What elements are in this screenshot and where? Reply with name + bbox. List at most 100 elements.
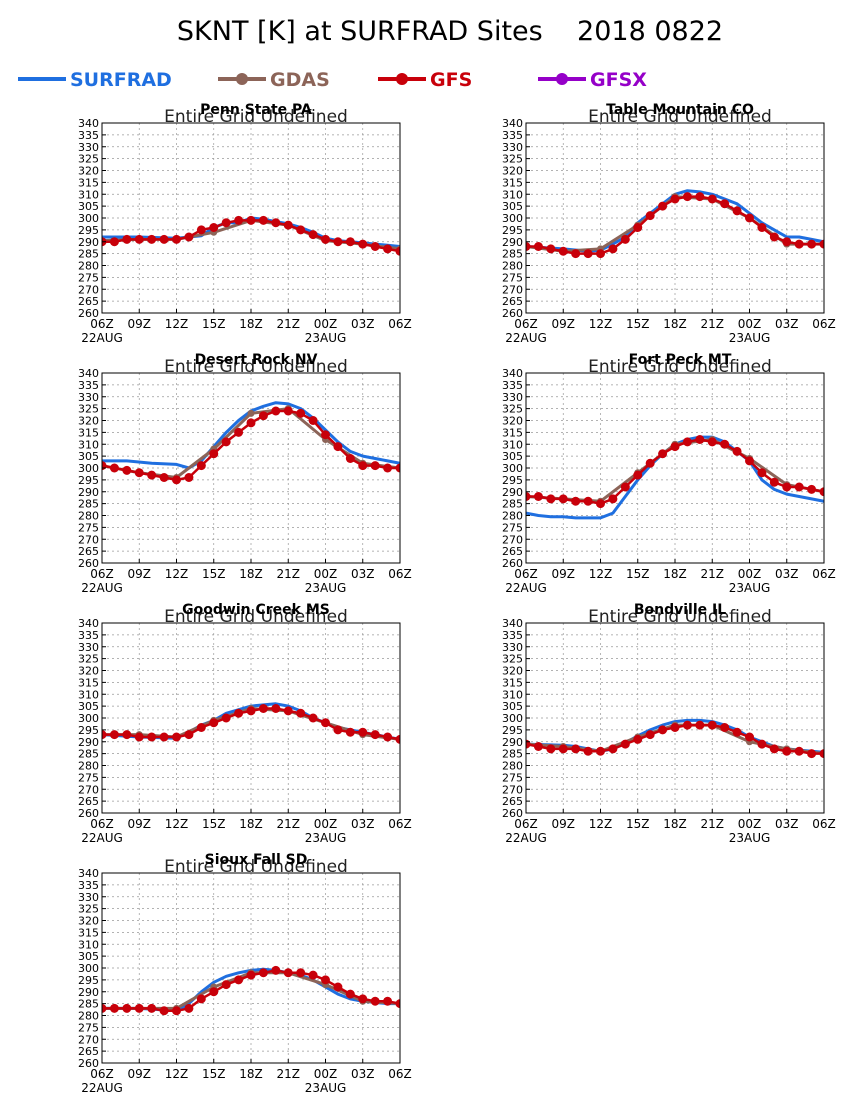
y-tick-label: 340 <box>502 617 523 630</box>
data-point-gfs <box>345 454 355 463</box>
data-point-gfs <box>620 234 630 244</box>
x-tick-label: 12Z <box>165 817 189 831</box>
y-tick-label: 295 <box>78 724 99 737</box>
y-tick-label: 340 <box>78 617 99 630</box>
y-tick-label: 340 <box>78 117 99 130</box>
data-point-gfs <box>383 996 393 1006</box>
y-tick-label: 300 <box>502 462 523 475</box>
y-tick-label: 265 <box>502 795 523 808</box>
legend-item-gfs: GFS <box>378 69 472 91</box>
data-point-gfs <box>370 242 380 251</box>
x-tick-label: 06Z <box>812 817 836 831</box>
data-point-gfs <box>333 237 343 247</box>
data-point-gfs <box>558 744 568 754</box>
y-tick-label: 270 <box>78 783 99 796</box>
data-point-gfs <box>670 442 680 452</box>
y-tick-label: 285 <box>78 498 99 511</box>
data-point-gfs <box>333 442 343 452</box>
y-tick-label: 280 <box>78 760 99 773</box>
series-group <box>102 215 400 256</box>
x-tick-label: 00Z <box>314 567 338 581</box>
y-tick-label: 265 <box>78 295 99 308</box>
data-point-gfs <box>209 223 219 232</box>
y-tick-label: 305 <box>78 700 99 713</box>
x-tick-label: 18Z <box>663 817 687 831</box>
data-point-gfs <box>321 234 330 244</box>
data-point-gfs <box>707 720 717 730</box>
data-point-gfs <box>321 975 330 985</box>
data-point-gfs <box>296 968 306 978</box>
data-point-gfs <box>819 749 824 759</box>
y-tick-label: 340 <box>502 117 523 130</box>
x-tick-label: 12Z <box>589 817 613 831</box>
y-tick-label: 305 <box>502 450 523 463</box>
y-tick-label: 325 <box>78 403 99 416</box>
y-tick-label: 335 <box>502 379 523 392</box>
data-point-gfs <box>122 730 132 740</box>
data-point-gfs <box>271 406 281 416</box>
grid-undefined-note: Entire Grid Undefined <box>588 607 772 627</box>
data-point-gfs <box>546 244 556 254</box>
data-point-gfs <box>782 746 792 756</box>
grid-undefined-note: Entire Grid Undefined <box>588 357 772 377</box>
y-tick-label: 310 <box>502 688 523 701</box>
x-tick-label: 12Z <box>589 567 613 581</box>
site-title: Goodwin Creek MS <box>182 602 330 618</box>
data-point-gfs <box>283 220 293 230</box>
data-point-gfs <box>296 408 306 418</box>
data-point-gfs <box>209 987 219 997</box>
y-tick-label: 320 <box>502 665 523 678</box>
data-point-gfs <box>526 242 531 251</box>
data-point-gfs <box>271 704 281 713</box>
x-tick-label: 09Z <box>128 317 152 331</box>
y-tick-label: 320 <box>78 665 99 678</box>
data-point-gfs <box>184 232 194 242</box>
y-tick-label: 290 <box>502 486 523 499</box>
data-point-gfs <box>172 732 181 742</box>
y-tick-label: 315 <box>502 426 523 439</box>
data-point-gfs <box>819 239 824 249</box>
data-point-gfs <box>333 982 343 992</box>
data-point-gfs <box>308 416 318 425</box>
y-tick-label: 305 <box>78 450 99 463</box>
data-point-gfs <box>720 199 730 209</box>
y-tick-label: 305 <box>78 200 99 213</box>
data-point-gfs <box>707 194 717 204</box>
y-tick-label: 295 <box>78 224 99 237</box>
data-point-gfs <box>658 725 668 735</box>
data-point-gfs <box>546 744 556 754</box>
x-tick-label: 09Z <box>552 317 576 331</box>
y-tick-label: 290 <box>502 236 523 249</box>
data-point-gfs <box>221 218 231 228</box>
y-tick-label: 295 <box>502 224 523 237</box>
data-point-gfs <box>370 996 380 1006</box>
date-label: 23AUG <box>305 331 347 345</box>
y-tick-label: 270 <box>502 533 523 546</box>
data-point-gfs <box>159 732 169 742</box>
data-point-gfs <box>109 1003 119 1013</box>
date-label: 22AUG <box>505 331 547 345</box>
data-point-gfs <box>196 461 206 471</box>
data-point-gfs <box>383 732 393 742</box>
y-tick-label: 320 <box>78 915 99 928</box>
data-point-gfs <box>558 246 568 256</box>
series-group <box>102 401 400 485</box>
y-tick-label: 285 <box>502 248 523 261</box>
x-tick-label: 15Z <box>626 817 650 831</box>
x-tick-label: 06Z <box>388 317 412 331</box>
data-point-gfs <box>596 746 605 756</box>
data-point-gfs <box>571 496 581 506</box>
data-point-gfs <box>620 482 630 492</box>
data-point-gfs <box>345 727 355 737</box>
x-tick-label: 18Z <box>239 817 263 831</box>
data-point-gfs <box>209 449 219 459</box>
x-tick-label: 00Z <box>314 317 338 331</box>
data-point-gfs <box>345 989 355 999</box>
date-label: 22AUG <box>81 1081 123 1095</box>
grid-undefined-note: Entire Grid Undefined <box>164 357 348 377</box>
data-point-gfs <box>271 218 281 228</box>
data-point-gfs <box>583 496 593 506</box>
data-point-gfs <box>682 720 692 730</box>
x-tick-label: 15Z <box>202 1067 226 1081</box>
